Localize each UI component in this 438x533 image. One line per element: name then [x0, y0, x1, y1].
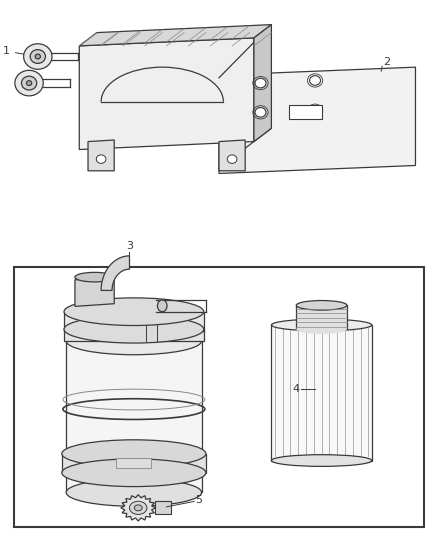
Ellipse shape [296, 301, 347, 310]
Bar [64, 312, 204, 332]
Polygon shape [79, 38, 254, 150]
Ellipse shape [227, 155, 237, 164]
Bar [117, 458, 151, 468]
Polygon shape [219, 67, 416, 173]
Ellipse shape [15, 70, 43, 96]
Polygon shape [121, 495, 155, 521]
Ellipse shape [35, 54, 40, 59]
Ellipse shape [62, 459, 206, 487]
Ellipse shape [255, 108, 266, 117]
Text: 5: 5 [195, 495, 202, 505]
Text: 2: 2 [383, 57, 390, 67]
Ellipse shape [26, 80, 32, 85]
Polygon shape [101, 256, 130, 290]
Ellipse shape [310, 76, 321, 85]
Polygon shape [79, 25, 272, 46]
Ellipse shape [24, 44, 52, 69]
Text: 1: 1 [3, 46, 35, 56]
Polygon shape [254, 25, 272, 142]
Ellipse shape [75, 272, 114, 282]
Bar [272, 325, 372, 461]
Polygon shape [88, 140, 114, 171]
Text: 3: 3 [126, 240, 133, 251]
Bar [62, 454, 206, 473]
Ellipse shape [30, 50, 46, 63]
Ellipse shape [255, 78, 266, 88]
Bar [14, 266, 424, 527]
Ellipse shape [130, 501, 147, 514]
Ellipse shape [272, 455, 372, 466]
Bar [296, 305, 347, 329]
Ellipse shape [96, 155, 106, 164]
Bar [66, 341, 201, 492]
Ellipse shape [66, 327, 201, 355]
Ellipse shape [134, 505, 142, 511]
Ellipse shape [62, 440, 206, 467]
Polygon shape [219, 140, 245, 171]
Ellipse shape [64, 316, 204, 343]
Bar [289, 106, 321, 119]
Polygon shape [75, 277, 114, 306]
Ellipse shape [66, 479, 201, 506]
Ellipse shape [64, 298, 204, 326]
Ellipse shape [310, 106, 321, 116]
Bar [64, 329, 204, 341]
Ellipse shape [296, 325, 347, 334]
Polygon shape [155, 502, 171, 514]
Text: 4: 4 [293, 384, 300, 394]
Ellipse shape [21, 76, 37, 90]
Ellipse shape [272, 319, 372, 331]
Ellipse shape [157, 300, 167, 312]
